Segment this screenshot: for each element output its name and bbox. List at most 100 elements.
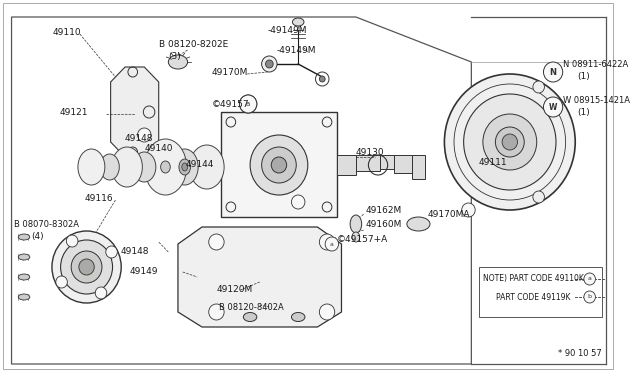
Text: (3): (3) xyxy=(168,51,181,61)
Circle shape xyxy=(262,147,296,183)
Circle shape xyxy=(463,94,556,190)
Ellipse shape xyxy=(182,163,188,171)
Ellipse shape xyxy=(407,217,430,231)
Text: * 90 10 57: * 90 10 57 xyxy=(558,350,602,359)
Text: 49170MA: 49170MA xyxy=(428,209,470,218)
Ellipse shape xyxy=(132,152,156,182)
Text: ©49157+A: ©49157+A xyxy=(337,234,388,244)
Ellipse shape xyxy=(79,259,94,275)
Text: NOTE) PART CODE 49110K: NOTE) PART CODE 49110K xyxy=(483,275,584,283)
Text: 49170M: 49170M xyxy=(212,67,248,77)
Text: -49149M: -49149M xyxy=(268,26,307,35)
Text: 49121: 49121 xyxy=(60,108,88,116)
Ellipse shape xyxy=(100,154,119,180)
Circle shape xyxy=(106,246,117,258)
Text: 49140: 49140 xyxy=(144,144,173,153)
Text: 49110: 49110 xyxy=(53,28,81,36)
Text: W: W xyxy=(549,103,557,112)
Circle shape xyxy=(319,304,335,320)
Ellipse shape xyxy=(19,294,30,300)
Circle shape xyxy=(209,304,224,320)
Ellipse shape xyxy=(19,274,30,280)
Circle shape xyxy=(584,273,595,285)
Bar xyxy=(356,155,380,171)
Circle shape xyxy=(239,95,257,113)
Text: a: a xyxy=(330,241,334,247)
Text: -49149M: -49149M xyxy=(277,45,317,55)
Ellipse shape xyxy=(172,149,198,185)
Ellipse shape xyxy=(144,139,187,195)
Text: b: b xyxy=(588,295,591,299)
Text: 49111: 49111 xyxy=(479,157,508,167)
Text: 49116: 49116 xyxy=(84,193,113,202)
Ellipse shape xyxy=(19,254,30,260)
Circle shape xyxy=(461,203,475,217)
Bar xyxy=(221,112,337,217)
Text: 49148: 49148 xyxy=(120,247,148,257)
Bar xyxy=(412,155,425,179)
Polygon shape xyxy=(178,227,342,327)
Ellipse shape xyxy=(19,234,30,240)
Text: B 08120-8202E: B 08120-8202E xyxy=(159,39,228,48)
Circle shape xyxy=(56,276,67,288)
Ellipse shape xyxy=(189,145,224,189)
Polygon shape xyxy=(111,67,159,157)
Text: a: a xyxy=(246,101,250,107)
Ellipse shape xyxy=(291,312,305,321)
Text: B 08120-8402A: B 08120-8402A xyxy=(220,302,284,311)
Circle shape xyxy=(138,128,151,142)
Ellipse shape xyxy=(161,161,170,173)
Circle shape xyxy=(271,157,287,173)
Circle shape xyxy=(95,287,107,299)
Bar xyxy=(394,155,412,173)
Ellipse shape xyxy=(292,18,304,26)
Circle shape xyxy=(543,97,563,117)
Text: 49120M: 49120M xyxy=(216,285,253,295)
Text: PART CODE 49119K: PART CODE 49119K xyxy=(497,292,571,301)
Text: (1): (1) xyxy=(577,108,590,116)
Bar xyxy=(380,155,394,169)
Bar xyxy=(479,267,602,317)
Circle shape xyxy=(266,60,273,68)
Circle shape xyxy=(533,191,545,203)
Circle shape xyxy=(291,195,305,209)
Circle shape xyxy=(533,81,545,93)
Circle shape xyxy=(502,134,518,150)
Text: 49148: 49148 xyxy=(125,134,154,142)
Text: a: a xyxy=(588,276,591,282)
Circle shape xyxy=(543,62,563,82)
Ellipse shape xyxy=(350,215,362,233)
Ellipse shape xyxy=(78,149,105,185)
Text: B 08070-8302A: B 08070-8302A xyxy=(15,219,79,228)
Ellipse shape xyxy=(243,312,257,321)
Bar xyxy=(337,155,356,175)
Text: N: N xyxy=(550,67,557,77)
Text: (4): (4) xyxy=(31,231,44,241)
Text: N 08911-6422A: N 08911-6422A xyxy=(563,60,628,68)
Circle shape xyxy=(209,234,224,250)
Ellipse shape xyxy=(352,232,360,242)
Text: 49149: 49149 xyxy=(130,267,158,276)
Ellipse shape xyxy=(52,231,121,303)
Circle shape xyxy=(67,235,78,247)
Text: (1): (1) xyxy=(577,71,590,80)
Text: ©49157: ©49157 xyxy=(212,99,249,109)
Circle shape xyxy=(319,76,325,82)
Circle shape xyxy=(262,56,277,72)
Text: 49130: 49130 xyxy=(356,148,385,157)
Circle shape xyxy=(483,114,537,170)
Text: 49160M: 49160M xyxy=(365,219,402,228)
Text: 49144: 49144 xyxy=(186,160,214,169)
Ellipse shape xyxy=(168,55,188,69)
Circle shape xyxy=(584,291,595,303)
Ellipse shape xyxy=(111,147,142,187)
Circle shape xyxy=(444,74,575,210)
Ellipse shape xyxy=(61,240,113,294)
Text: 49162M: 49162M xyxy=(365,205,402,215)
Circle shape xyxy=(250,135,308,195)
Text: W 08915-1421A: W 08915-1421A xyxy=(563,96,630,105)
Ellipse shape xyxy=(71,251,102,283)
Circle shape xyxy=(325,237,339,251)
Ellipse shape xyxy=(179,159,191,175)
Circle shape xyxy=(495,127,524,157)
